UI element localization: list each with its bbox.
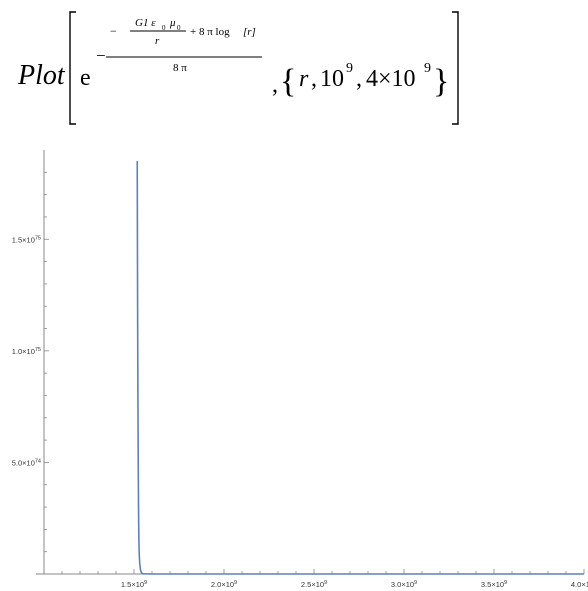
range-max: 4×10	[366, 66, 416, 92]
range-max-exponent: 9	[424, 61, 431, 76]
sep-1: ,	[311, 66, 317, 92]
inner-numerator-text: G1 ε	[135, 17, 156, 29]
log-argument: [r]	[243, 26, 256, 38]
y-tick-label: 1.5×1075	[12, 235, 41, 244]
x-tick-label: 1.5×109	[121, 580, 147, 589]
right-brace: }	[433, 63, 449, 100]
exp-base: e	[80, 65, 91, 91]
right-bracket	[452, 11, 459, 125]
range-min-exponent: 9	[346, 61, 353, 76]
x-tick-label: 3.5×109	[481, 580, 507, 589]
x-tick-label: 2.0×109	[211, 580, 237, 589]
arg-comma: ,	[272, 72, 278, 98]
inner-numerator: G1 ε 0 μ 0	[135, 17, 181, 32]
exponent-minus: −	[96, 46, 106, 65]
series-layer	[136, 161, 584, 575]
log-term: + 8 π log	[190, 26, 230, 38]
plot-expression: Plot e − − G1 ε 0 μ 0 r + 8 π log [r] 8 …	[17, 11, 459, 125]
sep-2: ,	[356, 66, 362, 92]
iterator-variable: r	[299, 66, 309, 92]
y-tick-label: 1.0×1075	[12, 347, 41, 356]
x-tick-label: 2.5×109	[301, 580, 327, 589]
mu-symbol: μ	[169, 17, 176, 29]
plot-keyword: Plot	[17, 60, 66, 91]
range-min: 10	[320, 66, 344, 92]
series-line	[136, 161, 584, 575]
x-tick-label: 4.0×109	[571, 580, 588, 589]
mu-subscript: 0	[177, 24, 181, 32]
y-tick-label: 5.0×1074	[12, 458, 41, 467]
line-chart: 1.5×109 2.0×109 2.5×109 3.0×109 3.5×109 4.0×1…	[12, 150, 588, 589]
epsilon-subscript: 0	[162, 24, 166, 32]
inner-denominator: r	[155, 35, 160, 47]
outer-denominator: 8 π	[173, 62, 187, 74]
left-brace: {	[280, 63, 296, 100]
left-bracket	[69, 11, 76, 125]
inner-minus: −	[110, 24, 117, 38]
axes: 1.5×109 2.0×109 2.5×109 3.0×109 3.5×109 4.0×1…	[12, 150, 588, 589]
x-tick-label: 3.0×109	[391, 580, 417, 589]
